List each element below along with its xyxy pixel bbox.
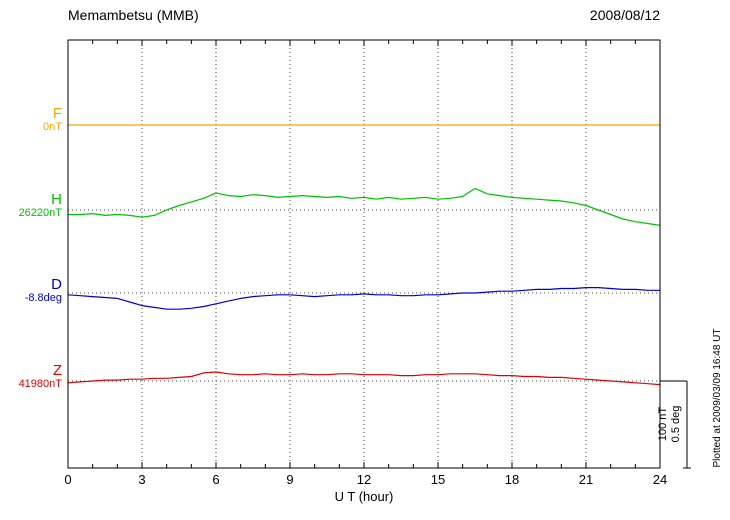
trace-D	[67, 287, 660, 310]
series-label-H: H 26220nT	[4, 192, 62, 220]
series-name-D: D	[51, 276, 62, 293]
station-title: Memambetsu (MMB)	[68, 7, 199, 23]
x-tick-label: 9	[286, 472, 293, 487]
x-tick-label: 0	[64, 472, 71, 487]
x-tick-label: 12	[357, 472, 371, 487]
series-baseline-H: 26220nT	[18, 207, 62, 219]
x-tick-label: 3	[138, 472, 145, 487]
series-label-F: F 0nT	[4, 106, 62, 134]
series-label-D: D -8.8deg	[4, 277, 62, 305]
x-tick-label: 21	[579, 472, 593, 487]
x-tick-label: 6	[212, 472, 219, 487]
plotted-at-note: Plotted at 2009/03/09 16:48 UT	[712, 328, 723, 468]
trace-Z	[67, 371, 661, 386]
date-label: 2008/08/12	[589, 7, 660, 23]
series-baseline-F: 0nT	[43, 121, 62, 133]
x-axis-title: U T (hour)	[334, 489, 394, 504]
x-tick-label: 15	[431, 472, 445, 487]
series-label-Z: Z 41980nT	[4, 363, 62, 391]
series-name-F: F	[52, 105, 62, 122]
scale-bar-nt-label: 100 nT	[657, 406, 669, 442]
series-name-H: H	[51, 191, 62, 208]
scale-bar-deg-label: 0.5 deg	[670, 405, 682, 443]
series-baseline-Z: 41980nT	[18, 378, 62, 390]
series-name-Z: Z	[52, 362, 62, 379]
scale-bar-label: 100 nT 0.5 deg	[657, 369, 687, 479]
x-tick-label: 18	[505, 472, 519, 487]
series-baseline-D: -8.8deg	[24, 292, 62, 304]
x-tick-label: 24	[653, 472, 667, 487]
plot-border	[67, 39, 661, 469]
trace-H	[68, 187, 661, 226]
